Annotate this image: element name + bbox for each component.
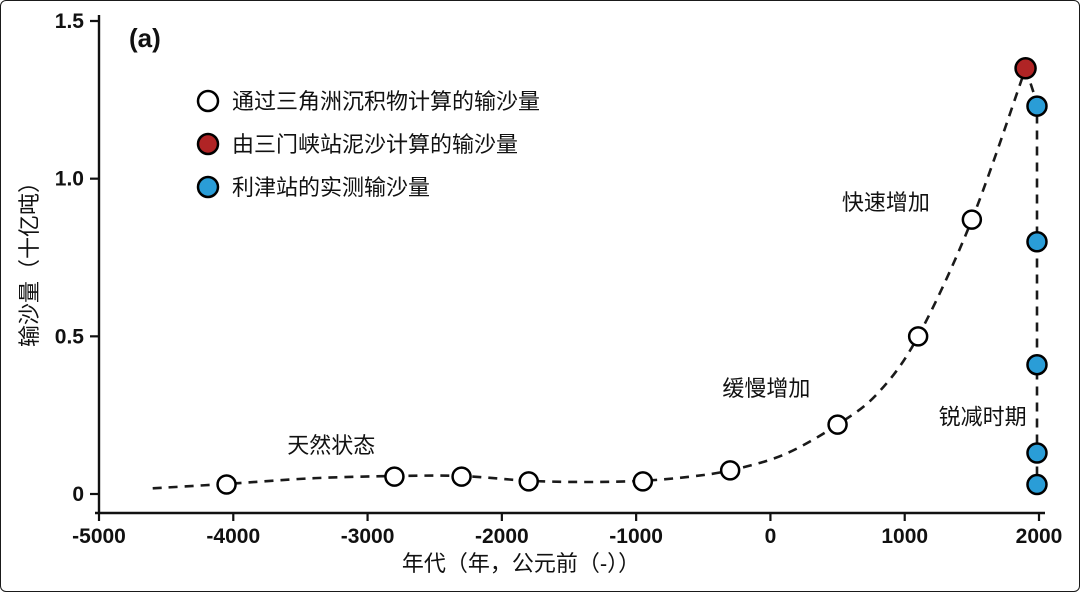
legend-marker-icon <box>196 175 220 199</box>
data-point-delta-white <box>961 209 983 230</box>
data-point-lijin-blue <box>1026 442 1048 464</box>
legend-marker-icon <box>196 89 220 113</box>
x-tick-label: 2000 <box>1016 525 1063 548</box>
annotation-快速增加: 快速增加 <box>842 190 930 215</box>
legend-marker-icon <box>196 132 220 156</box>
legend-label: 利津站的实测输沙量 <box>232 175 430 200</box>
x-tick-label: -1000 <box>609 525 663 548</box>
x-tick-label: 0 <box>765 525 777 548</box>
y-tick-label: 1.0 <box>55 168 84 191</box>
data-point-lijin-blue <box>1026 353 1048 376</box>
data-point-delta-white <box>384 466 405 487</box>
legend-label: 通过三角洲沉积物计算的输沙量 <box>232 89 540 114</box>
panel-label: (a) <box>129 23 161 53</box>
data-point-delta-white <box>719 460 741 481</box>
data-point-delta-white <box>907 326 929 347</box>
decline-segment <box>1024 67 1039 488</box>
y-tick-label: 1.5 <box>55 10 85 33</box>
annotation-锐减时期: 锐减时期 <box>939 405 1027 430</box>
x-axis-label: 年代（年，公元前（-）） <box>402 551 640 576</box>
data-point-delta-white <box>632 471 654 492</box>
data-point-delta-white <box>827 414 848 435</box>
data-point-sanmenxia-red <box>1014 57 1037 80</box>
x-tick-label: -5000 <box>72 525 126 548</box>
data-point-lijin-blue <box>1026 473 1048 496</box>
data-point-lijin-blue <box>1026 230 1048 253</box>
y-tick-label: 0.5 <box>55 325 85 348</box>
legend-label: 由三门峡站泥沙计算的输沙量 <box>232 132 518 157</box>
data-point-lijin-blue <box>1026 95 1048 117</box>
annotation-天然状态: 天然状态 <box>287 433 375 458</box>
x-tick-label: -4000 <box>206 525 260 548</box>
annotation-缓慢增加: 缓慢增加 <box>722 376 810 401</box>
y-tick-label: 0 <box>72 483 84 506</box>
data-point-delta-white <box>451 466 472 487</box>
data-point-delta-white <box>518 471 539 492</box>
y-axis-label: 输沙量（十亿吨） <box>17 171 42 347</box>
x-tick-label: -3000 <box>341 525 395 548</box>
data-point-delta-white <box>216 474 237 495</box>
x-tick-label: -2000 <box>475 525 529 548</box>
x-tick-label: 1000 <box>881 525 928 548</box>
